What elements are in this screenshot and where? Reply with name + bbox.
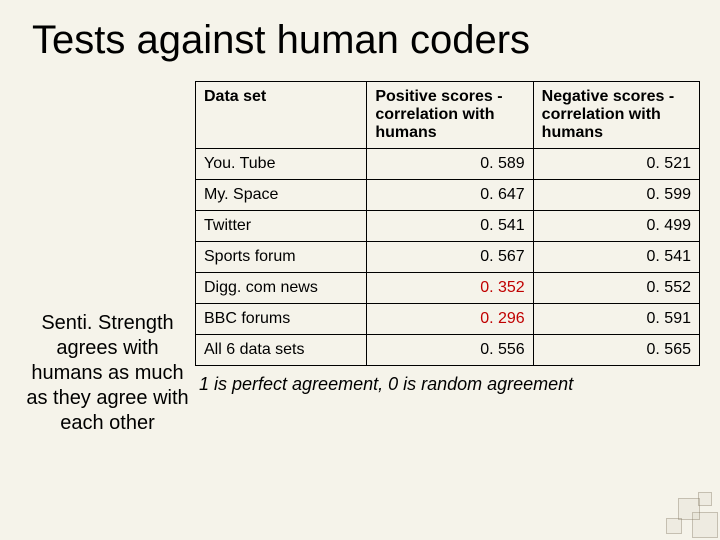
cell-positive: 0. 296 — [367, 304, 533, 335]
cell-dataset: You. Tube — [196, 149, 367, 180]
cell-dataset: Digg. com news — [196, 273, 367, 304]
table-row: Digg. com news0. 3520. 552 — [196, 273, 700, 304]
header-dataset: Data set — [196, 82, 367, 149]
cell-negative: 0. 565 — [533, 335, 699, 366]
cell-negative: 0. 541 — [533, 242, 699, 273]
cell-dataset: My. Space — [196, 180, 367, 211]
cell-positive: 0. 567 — [367, 242, 533, 273]
corner-decoration — [650, 470, 720, 540]
table-header-row: Data set Positive scores - correlation w… — [196, 82, 700, 149]
cell-positive: 0. 647 — [367, 180, 533, 211]
table-body: You. Tube0. 5890. 521My. Space0. 6470. 5… — [196, 149, 700, 366]
table-row: BBC forums0. 2960. 591 — [196, 304, 700, 335]
cell-negative: 0. 552 — [533, 273, 699, 304]
cell-negative: 0. 599 — [533, 180, 699, 211]
results-table: Data set Positive scores - correlation w… — [195, 81, 700, 366]
table-row: Sports forum0. 5670. 541 — [196, 242, 700, 273]
header-positive: Positive scores - correlation with human… — [367, 82, 533, 149]
table-row: Twitter0. 5410. 499 — [196, 211, 700, 242]
cell-positive: 0. 541 — [367, 211, 533, 242]
cell-negative: 0. 521 — [533, 149, 699, 180]
content-area: Senti. Strength agrees with humans as mu… — [0, 63, 720, 436]
cell-negative: 0. 591 — [533, 304, 699, 335]
cell-dataset: Twitter — [196, 211, 367, 242]
cell-dataset: BBC forums — [196, 304, 367, 335]
table-row: My. Space0. 6470. 599 — [196, 180, 700, 211]
cell-positive: 0. 352 — [367, 273, 533, 304]
side-note: Senti. Strength agrees with humans as mu… — [20, 81, 195, 436]
slide-title: Tests against human coders — [0, 0, 720, 63]
table-wrap: Data set Positive scores - correlation w… — [195, 81, 700, 436]
table-row: You. Tube0. 5890. 521 — [196, 149, 700, 180]
footnote: 1 is perfect agreement, 0 is random agre… — [195, 366, 700, 395]
cell-dataset: Sports forum — [196, 242, 367, 273]
cell-positive: 0. 589 — [367, 149, 533, 180]
table-row: All 6 data sets0. 5560. 565 — [196, 335, 700, 366]
cell-dataset: All 6 data sets — [196, 335, 367, 366]
header-negative: Negative scores - correlation with human… — [533, 82, 699, 149]
cell-positive: 0. 556 — [367, 335, 533, 366]
cell-negative: 0. 499 — [533, 211, 699, 242]
